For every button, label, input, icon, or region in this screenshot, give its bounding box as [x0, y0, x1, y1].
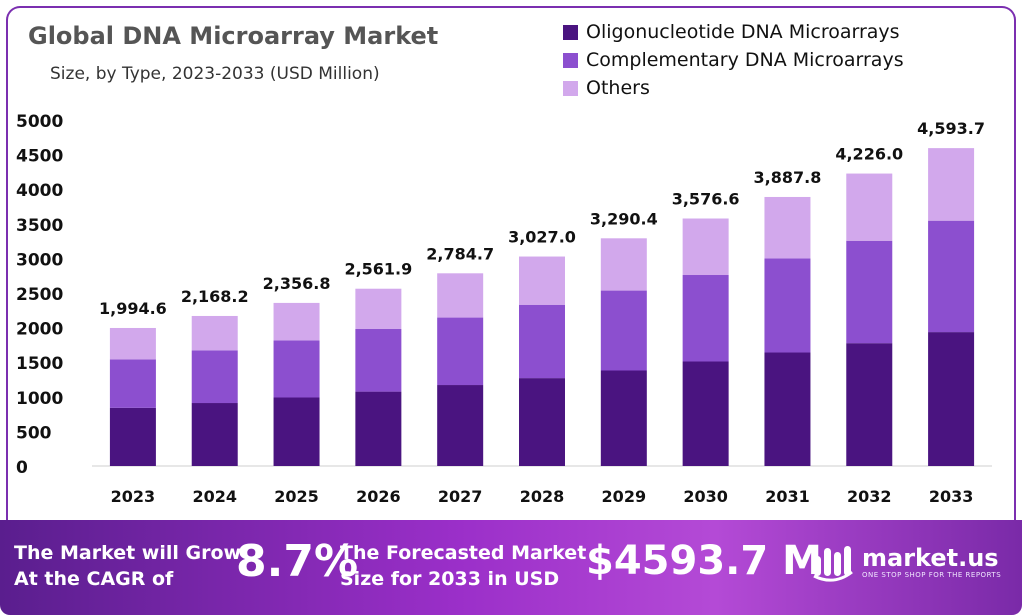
bar-segment-complementary [600, 290, 647, 371]
bar-segment-oligonucleotide [764, 352, 811, 466]
cagr-caption-line1: The Market will Grow [14, 542, 242, 564]
bar-segment-others [519, 256, 565, 305]
bar-segment-complementary [109, 359, 156, 408]
bar-total-label: 2,168.2 [181, 287, 249, 306]
y-tick-label: 2000 [16, 320, 63, 340]
legend-item-others: Others [563, 74, 904, 102]
bar-segment-oligonucleotide [437, 385, 484, 466]
legend-swatch-oligonucleotide [563, 24, 578, 40]
cagr-caption-line2: At the CAGR of [14, 568, 174, 590]
bar-segment-oligonucleotide [519, 378, 565, 466]
y-tick-label: 1000 [16, 389, 63, 409]
bar-total-label: 4,226.0 [835, 145, 903, 164]
x-tick-label: 2025 [274, 487, 319, 506]
bar-segment-others [764, 196, 811, 259]
bar-segment-oligonucleotide [600, 370, 647, 466]
footer-banner: The Market will Grow At the CAGR of 8.7%… [0, 520, 1022, 615]
bar-segment-others [846, 173, 893, 241]
y-tick-label: 3000 [16, 250, 63, 270]
bar-segment-complementary [928, 220, 975, 333]
bar-total-label: 2,561.9 [344, 260, 412, 279]
x-tick-label: 2027 [438, 487, 483, 506]
bar-segment-complementary [191, 350, 238, 404]
y-tick-label: 500 [16, 423, 52, 443]
bar-total-label: 1,994.6 [99, 299, 167, 318]
bar-segment-complementary [273, 340, 320, 398]
cagr-value: 8.7% [236, 536, 359, 587]
x-tick-label: 2024 [192, 487, 237, 506]
forecast-caption-line2: Size for 2033 in USD [340, 568, 560, 590]
y-tick-label: 4500 [16, 147, 63, 167]
bar-segment-complementary [355, 328, 402, 392]
y-tick-label: 0 [16, 458, 28, 478]
brand-tagline: ONE STOP SHOP FOR THE REPORTS [862, 571, 1002, 579]
bar-chart: 0 500 1000 1500 2000 2500 3000 3500 4000 4500 5000… [16, 112, 992, 506]
legend-swatch-complementary [563, 52, 578, 68]
bar-segment-complementary [437, 317, 484, 386]
cagr-caption: The Market will Grow At the CAGR of [14, 540, 241, 592]
x-tick-label: 2026 [356, 487, 401, 506]
bar-segment-others [355, 288, 402, 329]
x-tick-label: 2028 [520, 487, 565, 506]
bar-segment-oligonucleotide [846, 343, 893, 466]
forecast-value: $4593.7 M [586, 538, 822, 584]
legend-label: Complementary DNA Microarrays [586, 49, 904, 71]
brand-text: market.us ONE STOP SHOP FOR THE REPORTS [862, 545, 1001, 579]
bar-segment-oligonucleotide [273, 397, 320, 466]
bar-total-label: 3,576.6 [672, 189, 740, 208]
y-tick-label: 3500 [16, 216, 63, 236]
bar-total-label: 3,290.4 [590, 209, 658, 228]
bar-segment-others [682, 218, 729, 276]
bar-segment-complementary [519, 304, 565, 379]
forecast-caption-line1: The Forecasted Market [340, 542, 587, 564]
bar-segment-oligonucleotide [928, 332, 975, 466]
y-tick-label: 5000 [16, 112, 63, 132]
y-tick-label: 2500 [16, 285, 63, 305]
bar-segment-others [109, 327, 156, 360]
bar-segment-others [437, 273, 484, 318]
x-tick-label: 2033 [929, 487, 974, 506]
brand-name: market.us [862, 544, 999, 572]
bar-segment-others [273, 302, 320, 341]
bar-total-label: 3,027.0 [508, 228, 576, 247]
bar-segment-oligonucleotide [682, 361, 729, 466]
chart-title: Global DNA Microarray Market [28, 22, 439, 50]
x-tick-label: 2030 [683, 487, 728, 506]
x-tick-label: 2023 [111, 487, 156, 506]
bar-segment-others [600, 238, 647, 291]
bar-total-label: 2,784.7 [426, 244, 494, 263]
x-tick-label: 2029 [602, 487, 647, 506]
forecast-caption: The Forecasted Market Size for 2033 in U… [340, 540, 586, 592]
bar-segment-oligonucleotide [191, 403, 238, 466]
brand-logo: market.us ONE STOP SHOP FOR THE REPORTS [812, 542, 1001, 582]
y-tick-label: 4000 [16, 181, 63, 201]
chart-legend: Oligonucleotide DNA Microarrays Compleme… [563, 18, 904, 102]
legend-label: Oligonucleotide DNA Microarrays [586, 21, 900, 43]
bar-total-label: 4,593.7 [917, 119, 985, 138]
x-tick-label: 2031 [765, 487, 810, 506]
bar-segment-oligonucleotide [109, 407, 156, 466]
bar-segment-others [928, 148, 975, 221]
bar-segment-others [191, 315, 238, 351]
y-tick-label: 1500 [16, 354, 63, 374]
legend-label: Others [586, 77, 650, 99]
bar-segment-complementary [682, 275, 729, 362]
bar-segment-complementary [764, 258, 811, 353]
legend-item-oligonucleotide: Oligonucleotide DNA Microarrays [563, 18, 904, 46]
bar-total-label: 3,887.8 [754, 168, 822, 187]
legend-swatch-others [563, 80, 578, 96]
bar-segment-complementary [846, 240, 893, 344]
x-tick-label: 2032 [847, 487, 892, 506]
market-us-logo-icon [813, 546, 853, 582]
legend-item-complementary: Complementary DNA Microarrays [563, 46, 904, 74]
bar-total-label: 2,356.8 [263, 274, 331, 293]
chart-subtitle: Size, by Type, 2023-2033 (USD Million) [50, 64, 380, 84]
bar-segment-oligonucleotide [355, 391, 402, 466]
